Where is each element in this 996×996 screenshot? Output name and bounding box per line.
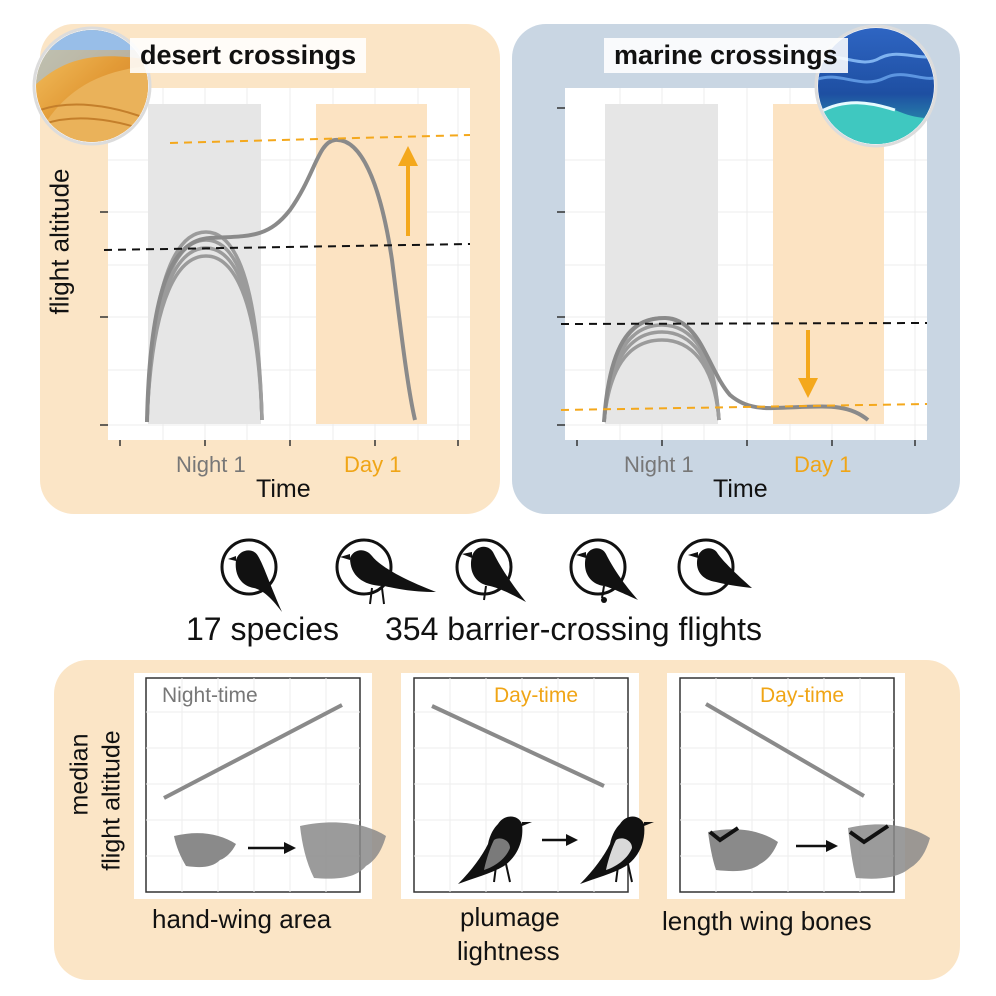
marine-night-label: Night 1: [624, 452, 694, 477]
caption-hand-wing-area: hand-wing area: [152, 904, 332, 934]
marine-black-dashed: [560, 322, 928, 325]
desert-xlabel: Time: [256, 475, 311, 503]
flights-count: 354 barrier-crossing flights: [385, 611, 763, 647]
caption-plumage-line2: lightness: [457, 936, 560, 966]
marine-day-label: Day 1: [794, 452, 852, 477]
wing-bones-icon: [708, 824, 930, 879]
wing-area-icon: [174, 822, 386, 879]
trait-plot-wing-bones: [667, 673, 930, 899]
tag-night-time: Night-time: [162, 684, 258, 707]
sand-dunes-photo: [32, 26, 152, 146]
marine-xlabel: Time: [713, 475, 768, 503]
bird-icon-3: [455, 538, 526, 602]
bird-icon-5: [677, 538, 752, 596]
night-band: [148, 104, 261, 424]
bird-icon-2: [335, 538, 436, 605]
tag-day-time-bones: Day-time: [760, 684, 845, 707]
desert-title: desert crossings: [130, 38, 367, 73]
caption-plumage-line1: plumage: [460, 902, 560, 932]
tag-day-time-plumage: Day-time: [494, 684, 579, 707]
desert-day-label: Day 1: [344, 452, 402, 477]
day-band: [773, 104, 884, 424]
desert-night-label: Night 1: [176, 452, 246, 477]
species-count: 17 species: [186, 611, 339, 647]
down-arrow-icon: [798, 330, 818, 398]
marine-orange-dashed: [560, 403, 928, 411]
up-arrow-icon: [398, 146, 418, 236]
bird-icon-4: [569, 538, 638, 603]
desert-altitude-curve: [145, 137, 417, 423]
night-band: [605, 104, 718, 424]
marine-title: marine crossings: [604, 38, 848, 73]
bird-icon-1: [220, 538, 282, 612]
desert-black-dashed: [103, 243, 471, 251]
plumage-bird-icon: [458, 816, 654, 884]
caption-length-wing-bones: length wing bones: [662, 906, 872, 936]
trait-plot-plumage: [401, 673, 654, 899]
trait-plot-hand-wing: [134, 673, 386, 899]
